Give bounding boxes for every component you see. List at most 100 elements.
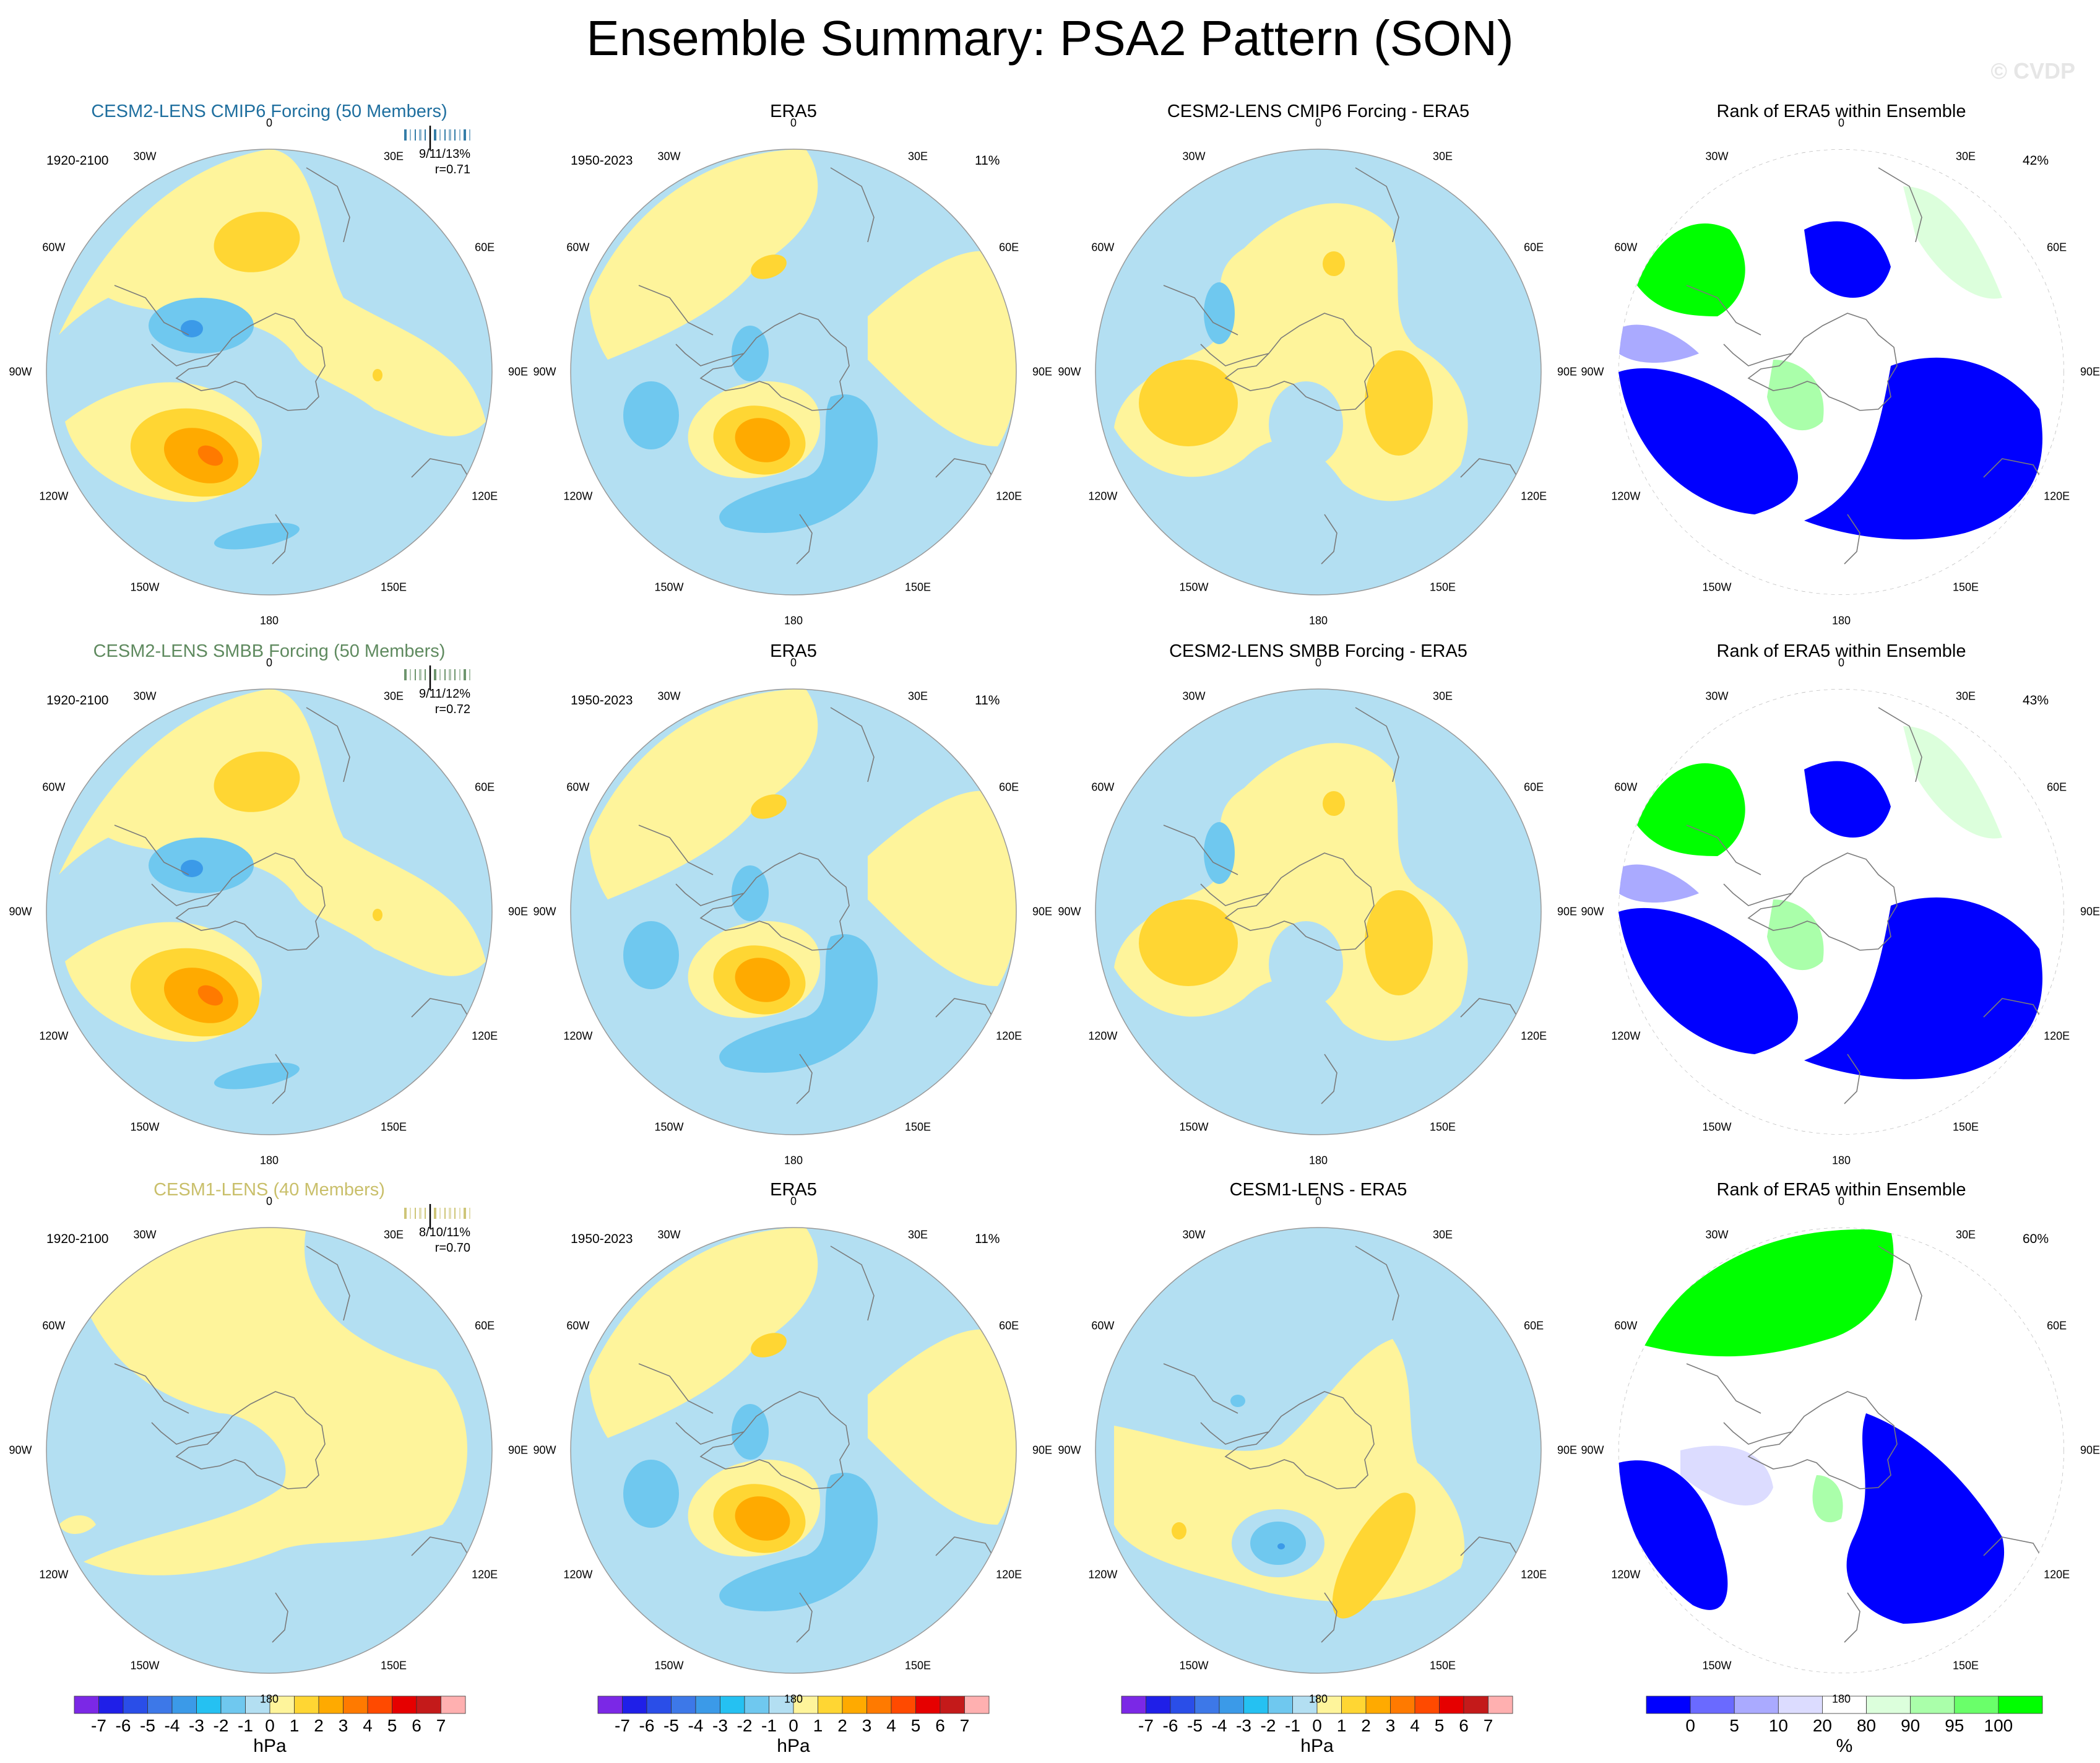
panel-title: CESM2-LENS CMIP6 Forcing (50 Members) xyxy=(91,102,447,121)
colorbar-unit: hPa xyxy=(253,1736,287,1756)
colorbar-box xyxy=(597,1696,623,1714)
longitude-label: 0 xyxy=(1838,116,1845,129)
longitude-label: 60E xyxy=(475,1319,495,1332)
longitude-label: 30E xyxy=(907,150,928,163)
colorbar-box xyxy=(1219,1696,1244,1714)
rank-high xyxy=(1637,223,1745,316)
south-america-coastline xyxy=(1686,1363,1761,1414)
neutral-region xyxy=(1269,381,1343,468)
longitude-label: 30E xyxy=(383,150,404,163)
longitude-label: 120W xyxy=(39,1568,69,1581)
longitude-label: 150W xyxy=(130,1659,160,1672)
longitude-label: 60W xyxy=(42,781,66,794)
rank-high xyxy=(1903,726,2002,839)
colorbar-tick-label: 7 xyxy=(1483,1716,1493,1735)
colorbar-box xyxy=(744,1696,769,1714)
africa-coastline xyxy=(1355,707,1399,782)
positive-region xyxy=(59,149,486,436)
longitude-label: 120W xyxy=(563,1568,593,1581)
rank-mid-low xyxy=(1618,864,1699,903)
south-america-coastline xyxy=(1163,1363,1238,1414)
longitude-label: 120W xyxy=(1088,490,1118,503)
longitude-label: 120W xyxy=(1088,1029,1118,1042)
longitude-label: 120W xyxy=(39,1029,69,1042)
map-border xyxy=(46,149,493,596)
colorbar-box xyxy=(1170,1696,1195,1714)
peninsula-coastline xyxy=(1200,883,1269,906)
longitude-label: 150E xyxy=(380,1659,407,1672)
negative-max xyxy=(181,860,203,877)
longitude-label: 180 xyxy=(1831,1692,1851,1705)
map-panel xyxy=(46,1227,493,1674)
neutral-region xyxy=(1269,921,1343,1008)
longitude-label: 90E xyxy=(1557,905,1578,918)
colorbar-tick-label: 0 xyxy=(789,1716,798,1735)
positive-core xyxy=(214,752,300,812)
longitude-label: 0 xyxy=(1838,656,1845,669)
positive-dot xyxy=(373,369,382,381)
longitude-label: 90W xyxy=(9,905,32,918)
colorbar-tick-label: 0 xyxy=(1685,1716,1695,1735)
longitude-label: 90E xyxy=(1557,1444,1578,1457)
colorbar-box xyxy=(1316,1696,1342,1714)
colorbar-tick-label: -1 xyxy=(761,1716,777,1735)
longitude-label: 0 xyxy=(1315,656,1322,669)
colorbar-box xyxy=(441,1696,466,1714)
colorbar-box xyxy=(793,1696,818,1714)
longitude-label: 30W xyxy=(133,150,157,163)
colorbar-tick-label: -6 xyxy=(115,1716,131,1735)
longitude-label: 90E xyxy=(1032,1444,1053,1457)
longitude-label: 30W xyxy=(1705,690,1729,703)
longitude-label: 90W xyxy=(9,1444,32,1457)
longitude-label: 30E xyxy=(383,1228,404,1241)
peninsula-coastline xyxy=(1723,883,1792,906)
map-panel xyxy=(570,688,1017,1135)
longitude-label: 150E xyxy=(1429,1120,1456,1133)
colorbar-box xyxy=(392,1696,417,1714)
negative-core xyxy=(719,1473,878,1611)
positive-region xyxy=(59,689,486,976)
colorbar-tick-label: 100 xyxy=(1984,1716,2013,1735)
rank-low xyxy=(1618,368,1798,514)
longitude-label: 30E xyxy=(907,1228,928,1241)
longitude-label: 120E xyxy=(1521,490,1547,503)
south-america-coastline xyxy=(114,285,189,336)
peninsula-coastline xyxy=(1723,1422,1792,1445)
longitude-label: 150W xyxy=(1702,581,1732,594)
colorbar-box xyxy=(915,1696,941,1714)
period-label: 1920-2100 xyxy=(46,1232,109,1246)
panel-title: CESM2-LENS CMIP6 Forcing - ERA5 xyxy=(1167,102,1470,121)
colorbar-box xyxy=(1998,1696,2043,1714)
map-field xyxy=(46,149,492,595)
longitude-label: 150W xyxy=(654,581,684,594)
map-border xyxy=(1095,1227,1542,1674)
longitude-label: 30E xyxy=(383,690,404,703)
longitude-label: 180 xyxy=(259,1154,279,1167)
colorbar-box xyxy=(1292,1696,1318,1714)
longitude-label: 150E xyxy=(1429,581,1456,594)
longitude-label: 0 xyxy=(1838,1195,1845,1208)
positive-core xyxy=(1172,1522,1186,1540)
negative-core xyxy=(1250,1522,1306,1565)
pattern-correlation: r=0.70 xyxy=(434,1241,470,1255)
map-field xyxy=(571,1228,1016,1673)
panel-title: Rank of ERA5 within Ensemble xyxy=(1716,641,1966,661)
longitude-label: 30W xyxy=(1182,690,1206,703)
variance-stats: 9/11/12% xyxy=(418,687,470,701)
longitude-label: 150E xyxy=(1952,1120,1979,1133)
colorbar-tick-label: -6 xyxy=(639,1716,655,1735)
longitude-label: 0 xyxy=(790,116,797,129)
colorbar-tick-label: -5 xyxy=(663,1716,679,1735)
colorbar-box xyxy=(964,1696,990,1714)
colorbar-box xyxy=(1390,1696,1415,1714)
positive-core xyxy=(751,1333,787,1358)
colorbar-box xyxy=(695,1696,720,1714)
rank-high xyxy=(1643,1229,1894,1357)
new-zealand-coastline xyxy=(1844,1592,1860,1643)
map-border xyxy=(46,1227,493,1674)
longitude-label: 60W xyxy=(1614,241,1638,254)
longitude-label: 120W xyxy=(563,490,593,503)
longitude-label: 150W xyxy=(1702,1659,1732,1672)
longitude-label: 120E xyxy=(996,1029,1022,1042)
longitude-label: 180 xyxy=(784,1692,803,1705)
